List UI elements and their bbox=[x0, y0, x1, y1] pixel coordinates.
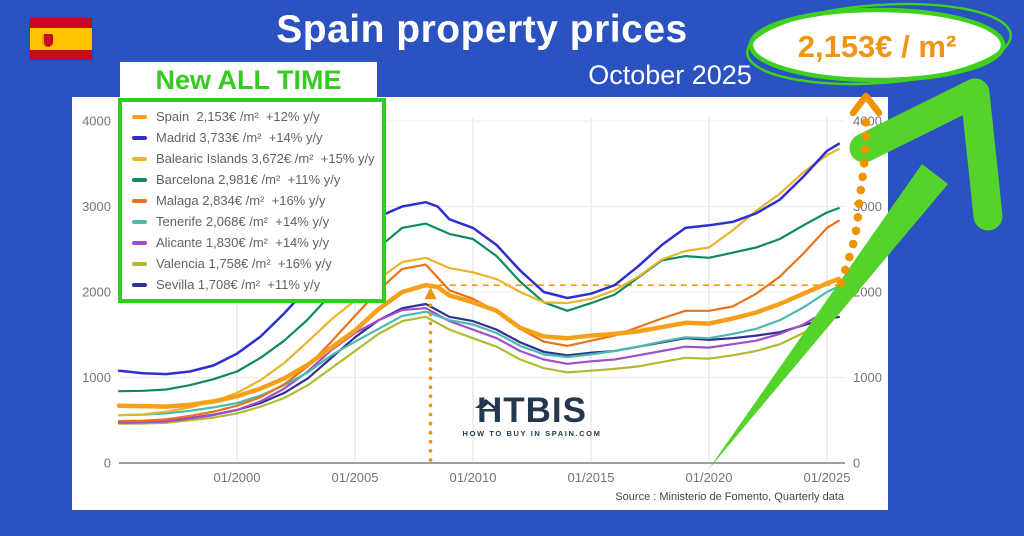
legend-item-label: Valencia 1,758€ /m² +16% y/y bbox=[156, 256, 332, 271]
legend-color-dash bbox=[132, 135, 147, 140]
legend-item-label: Tenerife 2,068€ /m² +14% y/y bbox=[156, 214, 330, 229]
legend-color-dash bbox=[132, 261, 147, 266]
svg-text:01/2010: 01/2010 bbox=[450, 470, 497, 485]
legend-item-spain: Spain 2,153€ /m² +12% y/y bbox=[132, 109, 382, 124]
htbis-logo: HTBIS HOW TO BUY IN SPAIN.COM bbox=[442, 391, 622, 438]
svg-text:4000: 4000 bbox=[853, 114, 882, 129]
legend-item-label: Sevilla 1,708€ /m² +11% y/y bbox=[156, 277, 321, 292]
flag-coat-of-arms bbox=[42, 31, 53, 47]
legend-item-valencia: Valencia 1,758€ /m² +16% y/y bbox=[132, 256, 382, 271]
legend-item-tenerife: Tenerife 2,068€ /m² +14% y/y bbox=[132, 214, 382, 229]
legend-color-dash bbox=[132, 219, 147, 224]
page-title: Spain property prices bbox=[276, 8, 688, 51]
page-subtitle: October 2025 bbox=[588, 60, 752, 90]
legend-item-label: Balearic Islands 3,672€ /m² +15% y/y bbox=[156, 151, 375, 166]
legend-color-dash bbox=[132, 156, 147, 161]
peak-dotted-arrow-icon bbox=[424, 287, 437, 462]
svg-text:4000: 4000 bbox=[82, 114, 111, 129]
legend-item-malaga: Malaga 2,834€ /m² +16% y/y bbox=[132, 193, 382, 208]
svg-text:01/2020: 01/2020 bbox=[686, 470, 733, 485]
svg-text:01/2015: 01/2015 bbox=[568, 470, 615, 485]
svg-text:01/2005: 01/2005 bbox=[332, 470, 379, 485]
svg-text:1000: 1000 bbox=[853, 370, 882, 385]
svg-text:3000: 3000 bbox=[853, 199, 882, 214]
legend-item-label: Spain 2,153€ /m² +12% y/y bbox=[156, 109, 320, 124]
legend-color-dash bbox=[132, 177, 147, 182]
flag-stripe-bottom bbox=[30, 50, 92, 60]
legend-color-dash bbox=[132, 114, 147, 119]
htbis-tagline: HOW TO BUY IN SPAIN.COM bbox=[462, 429, 602, 438]
all-time-high-banner: New ALL TIME HIGH bbox=[120, 62, 377, 132]
chart-legend: Spain 2,153€ /m² +12% y/y Madrid 3,733€ /… bbox=[118, 98, 386, 303]
legend-item-madrid: Madrid 3,733€ /m² +14% y/y bbox=[132, 130, 382, 145]
flag-stripe-top bbox=[30, 18, 92, 28]
svg-text:01/2025: 01/2025 bbox=[804, 470, 851, 485]
svg-text:2000: 2000 bbox=[853, 285, 882, 300]
legend-color-dash bbox=[132, 240, 147, 245]
legend-item-sevilla: Sevilla 1,708€ /m² +11% y/y bbox=[132, 277, 382, 292]
svg-text:3000: 3000 bbox=[82, 199, 111, 214]
flag-stripe-middle bbox=[30, 28, 92, 50]
legend-color-dash bbox=[132, 198, 147, 203]
house-roof-inner bbox=[482, 404, 494, 409]
source-note: Source : Ministerio de Fomento, Quarterl… bbox=[615, 491, 844, 503]
legend-item-barcelona: Barcelona 2,981€ /m² +11% y/y bbox=[132, 172, 382, 187]
svg-text:0: 0 bbox=[104, 456, 111, 471]
current-price-badge: 2,153€ / m² bbox=[797, 29, 957, 64]
chart-panel: 01/2000 01/2005 01/2010 01/2015 01/2020 01/20… bbox=[72, 97, 888, 510]
legend-color-dash bbox=[132, 282, 147, 287]
legend-item-label: Alicante 1,830€ /m² +14% y/y bbox=[156, 235, 330, 250]
htbis-logo-text: HTBIS bbox=[475, 391, 587, 430]
legend-item-label: Malaga 2,834€ /m² +16% y/y bbox=[156, 193, 326, 208]
house-roof-icon bbox=[475, 399, 497, 408]
svg-text:2000: 2000 bbox=[82, 285, 111, 300]
svg-text:01/2000: 01/2000 bbox=[214, 470, 261, 485]
legend-item-label: Madrid 3,733€ /m² +14% y/y bbox=[156, 130, 323, 145]
svg-text:0: 0 bbox=[853, 456, 860, 471]
spain-flag-icon bbox=[30, 18, 92, 60]
legend-item-alicante: Alicante 1,830€ /m² +14% y/y bbox=[132, 235, 382, 250]
svg-text:1000: 1000 bbox=[82, 370, 111, 385]
legend-item-label: Barcelona 2,981€ /m² +11% y/y bbox=[156, 172, 341, 187]
legend-item-balearic-islands: Balearic Islands 3,672€ /m² +15% y/y bbox=[132, 151, 382, 166]
